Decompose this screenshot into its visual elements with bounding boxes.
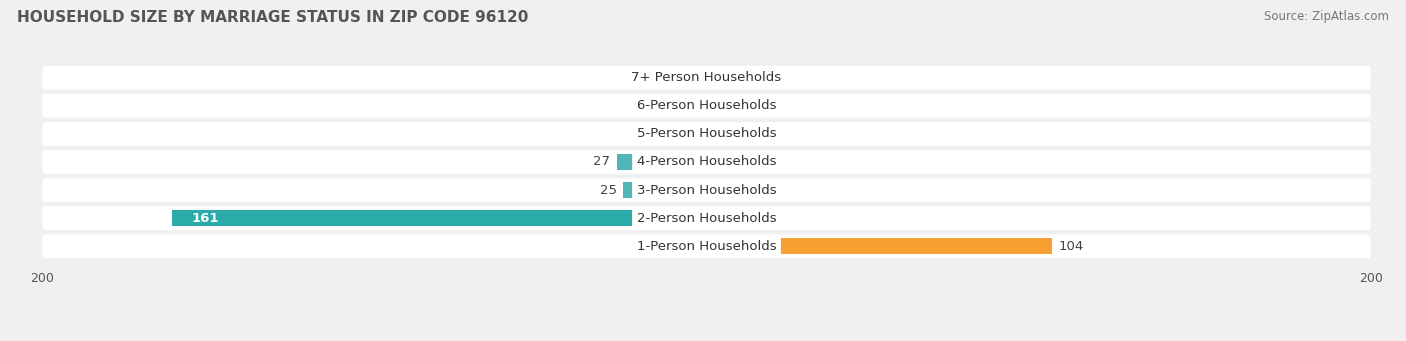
FancyBboxPatch shape	[42, 122, 1371, 146]
Text: 0: 0	[713, 99, 721, 112]
Text: 0: 0	[713, 71, 721, 84]
Text: HOUSEHOLD SIZE BY MARRIAGE STATUS IN ZIP CODE 96120: HOUSEHOLD SIZE BY MARRIAGE STATUS IN ZIP…	[17, 10, 529, 25]
FancyBboxPatch shape	[42, 66, 1371, 89]
Text: 7+ Person Households: 7+ Person Households	[631, 71, 782, 84]
Text: 0: 0	[713, 183, 721, 196]
FancyBboxPatch shape	[42, 150, 1371, 174]
Text: Source: ZipAtlas.com: Source: ZipAtlas.com	[1264, 10, 1389, 23]
Text: 14: 14	[759, 212, 776, 225]
FancyBboxPatch shape	[42, 94, 1371, 118]
Text: 27: 27	[593, 155, 610, 168]
Bar	[666, 98, 706, 114]
Text: 0: 0	[713, 155, 721, 168]
Text: 104: 104	[1059, 240, 1084, 253]
Text: 1: 1	[688, 71, 696, 84]
FancyBboxPatch shape	[42, 178, 1371, 202]
Text: 1-Person Households: 1-Person Households	[637, 240, 776, 253]
Text: 25: 25	[600, 183, 617, 196]
Text: 12: 12	[643, 99, 659, 112]
Bar	[706, 238, 1052, 254]
Bar	[686, 126, 706, 142]
Bar	[706, 210, 754, 226]
Text: 0: 0	[692, 240, 700, 253]
Text: 3-Person Households: 3-Person Households	[637, 183, 776, 196]
Bar	[617, 154, 706, 170]
Text: 6-Person Households: 6-Person Households	[637, 99, 776, 112]
Text: 0: 0	[713, 128, 721, 140]
Bar	[703, 70, 706, 86]
Text: 161: 161	[191, 212, 219, 225]
FancyBboxPatch shape	[42, 206, 1371, 230]
Text: 4-Person Households: 4-Person Households	[637, 155, 776, 168]
Bar	[623, 182, 706, 198]
Text: 2-Person Households: 2-Person Households	[637, 212, 776, 225]
Bar	[172, 210, 706, 226]
FancyBboxPatch shape	[42, 235, 1371, 258]
Text: 6: 6	[672, 128, 681, 140]
Text: 5-Person Households: 5-Person Households	[637, 128, 776, 140]
